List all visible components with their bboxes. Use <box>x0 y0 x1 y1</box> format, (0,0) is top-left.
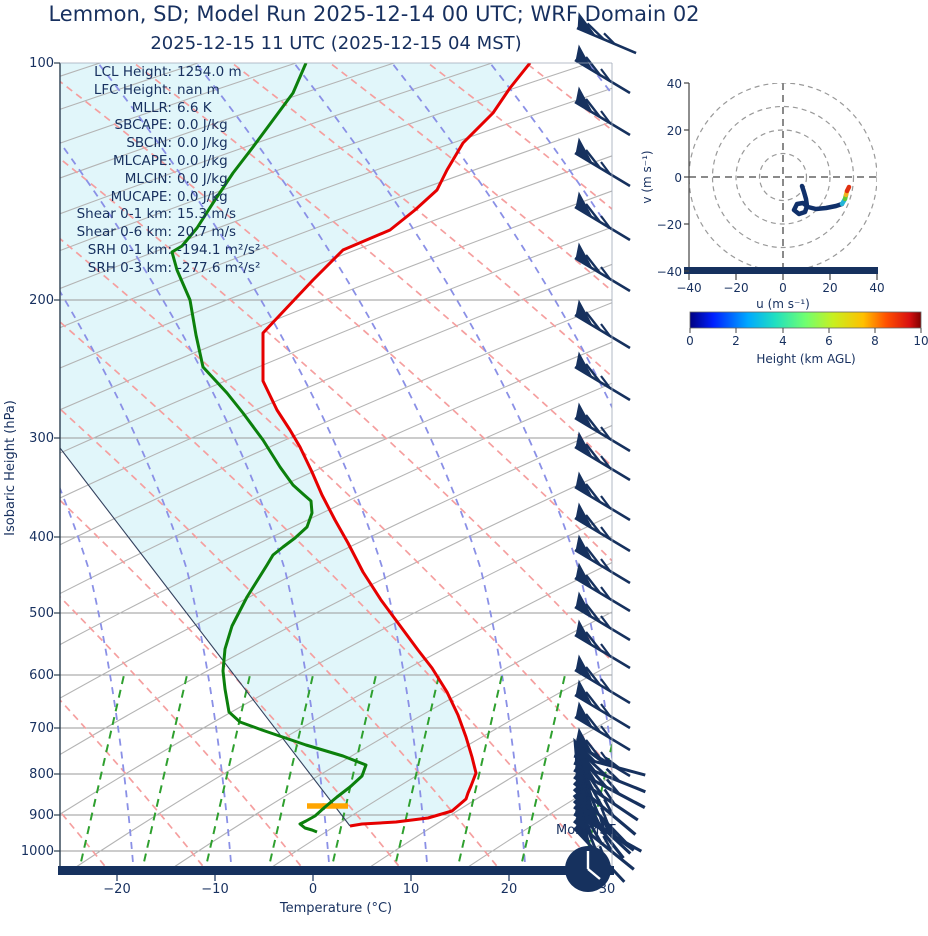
htick-v40: 40 <box>667 77 682 91</box>
htick-vm20: −20 <box>657 218 682 232</box>
wind-barb <box>573 619 632 670</box>
moist-adiabats <box>60 63 612 875</box>
y-axis-label: Isobaric Height (hPa) <box>3 400 18 536</box>
x-axis-label: Temperature (°C) <box>279 901 392 916</box>
stat-srh01: SRH 0-1 km: -194.1 m²/s² <box>87 241 261 258</box>
page-title: Lemmon, SD; Model Run 2025-12-14 00 UTC;… <box>48 2 700 26</box>
parcel-profile-line <box>60 447 351 827</box>
hodograph-ytick-labels: 40 20 0 −20 −40 <box>657 77 682 279</box>
stat-srh03: SRH 0-3 km: -277.6 m²/s² <box>87 259 261 276</box>
tick-800: 800 <box>29 767 54 782</box>
htick-v0: 0 <box>674 171 682 185</box>
wind-barb <box>573 137 632 188</box>
mixing-ratio-lines <box>77 674 612 875</box>
tick-m10: −10 <box>201 882 228 897</box>
tick-100: 100 <box>29 56 54 71</box>
stat-mlcape: MLCAPE: 0.0 J/kg <box>112 152 228 169</box>
dry-adiabats <box>60 63 612 875</box>
hodograph-xtick-labels: −40 −20 0 20 40 <box>676 281 884 295</box>
pressure-tick-marks <box>54 62 60 852</box>
hodograph-tick-marks <box>684 82 878 280</box>
tick-600: 600 <box>29 668 54 683</box>
timezone-annotation: Mon-MST <box>556 823 616 838</box>
htick-v20: 20 <box>667 124 682 138</box>
tick-900: 900 <box>29 808 54 823</box>
sounding-stats-panel: LCL Height: 1254.0 m LFC Height: nan m MLL… <box>72 64 261 278</box>
cb-2: 2 <box>732 334 740 348</box>
clock-icon <box>565 846 611 892</box>
tick-10: 10 <box>403 882 420 897</box>
temperature-tick-marks <box>116 875 608 881</box>
stat-lfc: LFC Height: nan m <box>93 81 220 98</box>
colorbar-label: Height (km AGL) <box>756 352 855 366</box>
wind-barb <box>573 299 632 350</box>
isotherm-gridlines <box>60 63 612 875</box>
wind-barb <box>573 431 632 482</box>
colorbar-tick-marks <box>689 328 922 333</box>
stat-shear01: Shear 0-1 km: 15.3 m/s <box>76 206 237 223</box>
hodograph-trace <box>791 183 845 217</box>
stat-mucape: MUCAPE: 0.0 J/kg <box>110 188 228 205</box>
htick-u20: 20 <box>822 281 837 295</box>
stat-sbcape: SBCAPE: 0.0 J/kg <box>114 117 228 134</box>
cb-10: 10 <box>913 334 928 348</box>
wind-barb-column <box>557 5 647 884</box>
valid-time-subtitle: 2025-12-15 11 UTC (2025-12-15 04 MST) <box>150 33 522 54</box>
tick-500: 500 <box>29 606 54 621</box>
tick-1000: 1000 <box>21 844 54 859</box>
wind-barb <box>573 351 632 402</box>
wind-barb <box>573 86 632 137</box>
skewt-plot-area <box>60 63 612 875</box>
height-colorbar: 0 2 4 6 8 10 Height (km AGL) <box>686 311 928 366</box>
tick-700: 700 <box>29 721 54 736</box>
stat-shear06: Shear 0-6 km: 20.7 m/s <box>76 224 237 241</box>
cb-0: 0 <box>686 334 694 348</box>
htick-vm40: −40 <box>657 265 682 279</box>
hodograph-bottom-bar <box>684 267 878 274</box>
colorbar-gradient <box>689 311 922 329</box>
colorbar-tick-labels: 0 2 4 6 8 10 <box>686 334 928 348</box>
tick-400: 400 <box>29 530 54 545</box>
wind-barb <box>573 5 638 62</box>
tick-300: 300 <box>29 431 54 446</box>
stat-mlcin: MLCIN: 0.0 J/kg <box>124 170 228 187</box>
hodograph: 40 20 0 −20 −40 −40 −20 0 20 40 u (m s⁻¹… <box>640 77 928 366</box>
tick-20: 20 <box>501 882 518 897</box>
bottom-axis-bar <box>58 866 614 875</box>
htick-u0: 0 <box>779 281 787 295</box>
hodograph-x-label: u (m s⁻¹) <box>756 297 810 311</box>
cb-4: 4 <box>779 334 787 348</box>
stat-lcl: LCL Height: 1254.0 m <box>94 64 242 80</box>
htick-um40: −40 <box>676 281 701 295</box>
pressure-tick-labels: 100 200 300 400 500 600 700 800 900 1000 <box>21 56 54 859</box>
cb-6: 6 <box>825 334 833 348</box>
dewpoint-curve <box>170 63 368 834</box>
hodograph-trace-colored-tip <box>839 184 852 207</box>
temperature-curve <box>261 63 532 828</box>
wind-barb <box>573 44 632 95</box>
tick-0: 0 <box>309 882 317 897</box>
hodograph-range-rings <box>689 83 877 271</box>
temperature-tick-labels: −20 −10 0 10 20 30 <box>103 882 615 897</box>
htick-u40: 40 <box>869 281 884 295</box>
stat-sbcin: SBCIN: 0.0 J/kg <box>126 135 228 152</box>
htick-um20: −20 <box>723 281 748 295</box>
stat-mllr: MLLR: 6.6 K <box>131 99 212 116</box>
wind-barb <box>573 191 632 242</box>
hodograph-y-label: v (m s⁻¹) <box>640 150 654 203</box>
pressure-gridlines <box>60 299 612 852</box>
tick-200: 200 <box>29 293 54 308</box>
cb-8: 8 <box>871 334 879 348</box>
tick-m20: −20 <box>103 882 130 897</box>
